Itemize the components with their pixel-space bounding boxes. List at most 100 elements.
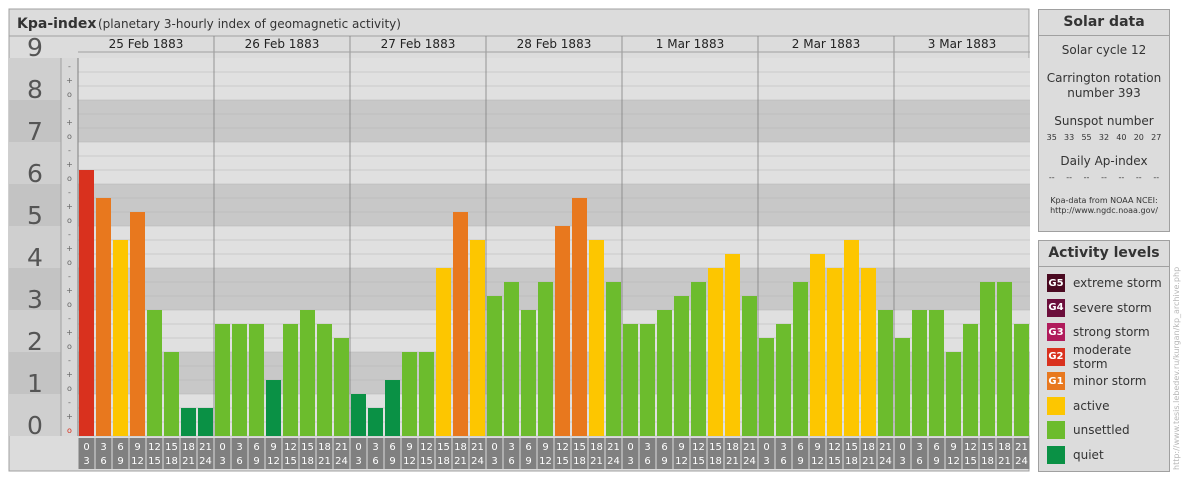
sunspot-value: 40 (1116, 133, 1127, 142)
source-line-1: Kpa-data from NOAA NCEI: (1050, 196, 1158, 205)
hour-tick-end: 18 (437, 456, 450, 467)
kp-bar (572, 197, 587, 436)
chart-title: Kpa-index (17, 16, 96, 32)
y-tick-label: 3 (27, 285, 43, 314)
solar-data-title: Solar data (1039, 10, 1169, 36)
hour-tick-box (690, 438, 707, 469)
hour-tick-start: 9 (270, 442, 276, 453)
hour-tick-start: 21 (743, 442, 756, 453)
kp-bar (980, 281, 995, 436)
hour-tick-start: 0 (763, 442, 769, 453)
hour-tick-box (129, 438, 146, 469)
kp-bar (878, 310, 893, 436)
hour-tick-box (435, 438, 452, 469)
kp-bar (181, 407, 196, 436)
sub-tick-label: o (67, 384, 72, 393)
hour-tick-start: 18 (590, 442, 603, 453)
hour-tick-end: 12 (675, 456, 688, 467)
hour-tick-box (163, 438, 180, 469)
day-label: 27 Feb 1883 (381, 37, 456, 51)
hour-tick-end: 15 (284, 456, 297, 467)
activity-level-item: G5 extreme storm (1039, 271, 1169, 296)
sub-tick-label: - (68, 398, 71, 407)
hour-tick-box (469, 438, 486, 469)
hour-tick-start: 21 (607, 442, 620, 453)
y-tick-label: 7 (27, 117, 43, 146)
hour-tick-start: 3 (372, 442, 378, 453)
source-link[interactable]: http://www.ngdc.noaa.gov/ (1050, 206, 1158, 215)
sub-tick-label: + (66, 328, 73, 337)
hour-tick-end: 9 (525, 456, 531, 467)
hour-tick-end: 6 (508, 456, 514, 467)
sub-tick-label: o (67, 342, 72, 351)
hour-tick-box (775, 438, 792, 469)
day-label: 2 Mar 1883 (792, 37, 860, 51)
kp-bar (1014, 323, 1029, 436)
sunspot-values: 35 33 55 32 40 20 27 (1039, 133, 1169, 142)
kp-bar (147, 310, 162, 436)
kp-bar (521, 310, 536, 436)
sub-tick-label: o (67, 258, 72, 267)
sub-tick-label: + (66, 202, 73, 211)
hour-tick-end: 18 (165, 456, 178, 467)
kp-bar (436, 268, 451, 436)
hour-tick-end: 15 (420, 456, 433, 467)
hour-tick-end: 21 (182, 456, 195, 467)
hour-tick-start: 15 (845, 442, 858, 453)
hour-tick-end: 3 (219, 456, 225, 467)
hour-tick-end: 6 (100, 456, 106, 467)
hour-tick-start: 0 (899, 442, 905, 453)
kp-bar (776, 323, 791, 436)
activity-label: strong storm (1073, 325, 1150, 340)
hour-tick-end: 15 (148, 456, 161, 467)
day-label: 28 Feb 1883 (517, 37, 592, 51)
kp-bar (555, 226, 570, 436)
hour-tick-start: 9 (542, 442, 548, 453)
hour-tick-box (877, 438, 894, 469)
kp-bar (79, 170, 94, 436)
activity-level-item: G2 moderate storm (1039, 343, 1169, 371)
hour-tick-start: 3 (780, 442, 786, 453)
hour-tick-end: 9 (389, 456, 395, 467)
y-tick-label: 4 (27, 243, 43, 272)
activity-level-item: quiet (1039, 443, 1169, 468)
hour-tick-start: 12 (556, 442, 569, 453)
hour-tick-start: 9 (134, 442, 140, 453)
hour-tick-end: 3 (627, 456, 633, 467)
day-label: 26 Feb 1883 (245, 37, 320, 51)
hour-tick-start: 0 (355, 442, 361, 453)
hour-tick-box (418, 438, 435, 469)
hour-tick-end: 24 (335, 456, 348, 467)
kp-bar (368, 407, 383, 436)
activity-swatch: G3 (1047, 323, 1065, 342)
hour-tick-box (384, 438, 401, 469)
hour-tick-end: 15 (556, 456, 569, 467)
hour-tick-start: 21 (471, 442, 484, 453)
kp-bar (997, 281, 1012, 436)
kp-bar (470, 239, 485, 436)
hour-tick-end: 12 (947, 456, 960, 467)
kp-bar (419, 352, 434, 436)
kp-bar (895, 338, 910, 436)
sub-tick-label: - (68, 188, 71, 197)
hour-tick-end: 6 (916, 456, 922, 467)
sub-tick-label: + (66, 160, 73, 169)
activity-label: extreme storm (1073, 276, 1162, 291)
sub-tick-label: + (66, 286, 73, 295)
hour-tick-box (95, 438, 112, 469)
sunspot-value: 32 (1098, 133, 1110, 142)
kp-bar (249, 323, 264, 436)
hour-tick-box (996, 438, 1013, 469)
hour-tick-start: 12 (420, 442, 433, 453)
hour-tick-end: 3 (491, 456, 497, 467)
activity-swatch (1047, 421, 1065, 440)
hour-tick-box (758, 438, 775, 469)
hour-tick-end: 24 (607, 456, 620, 467)
hour-tick-end: 6 (236, 456, 242, 467)
hour-tick-start: 15 (437, 442, 450, 453)
kp-bar (402, 352, 417, 436)
hour-tick-start: 0 (627, 442, 633, 453)
hour-tick-box (146, 438, 163, 469)
hour-tick-end: 3 (83, 456, 89, 467)
